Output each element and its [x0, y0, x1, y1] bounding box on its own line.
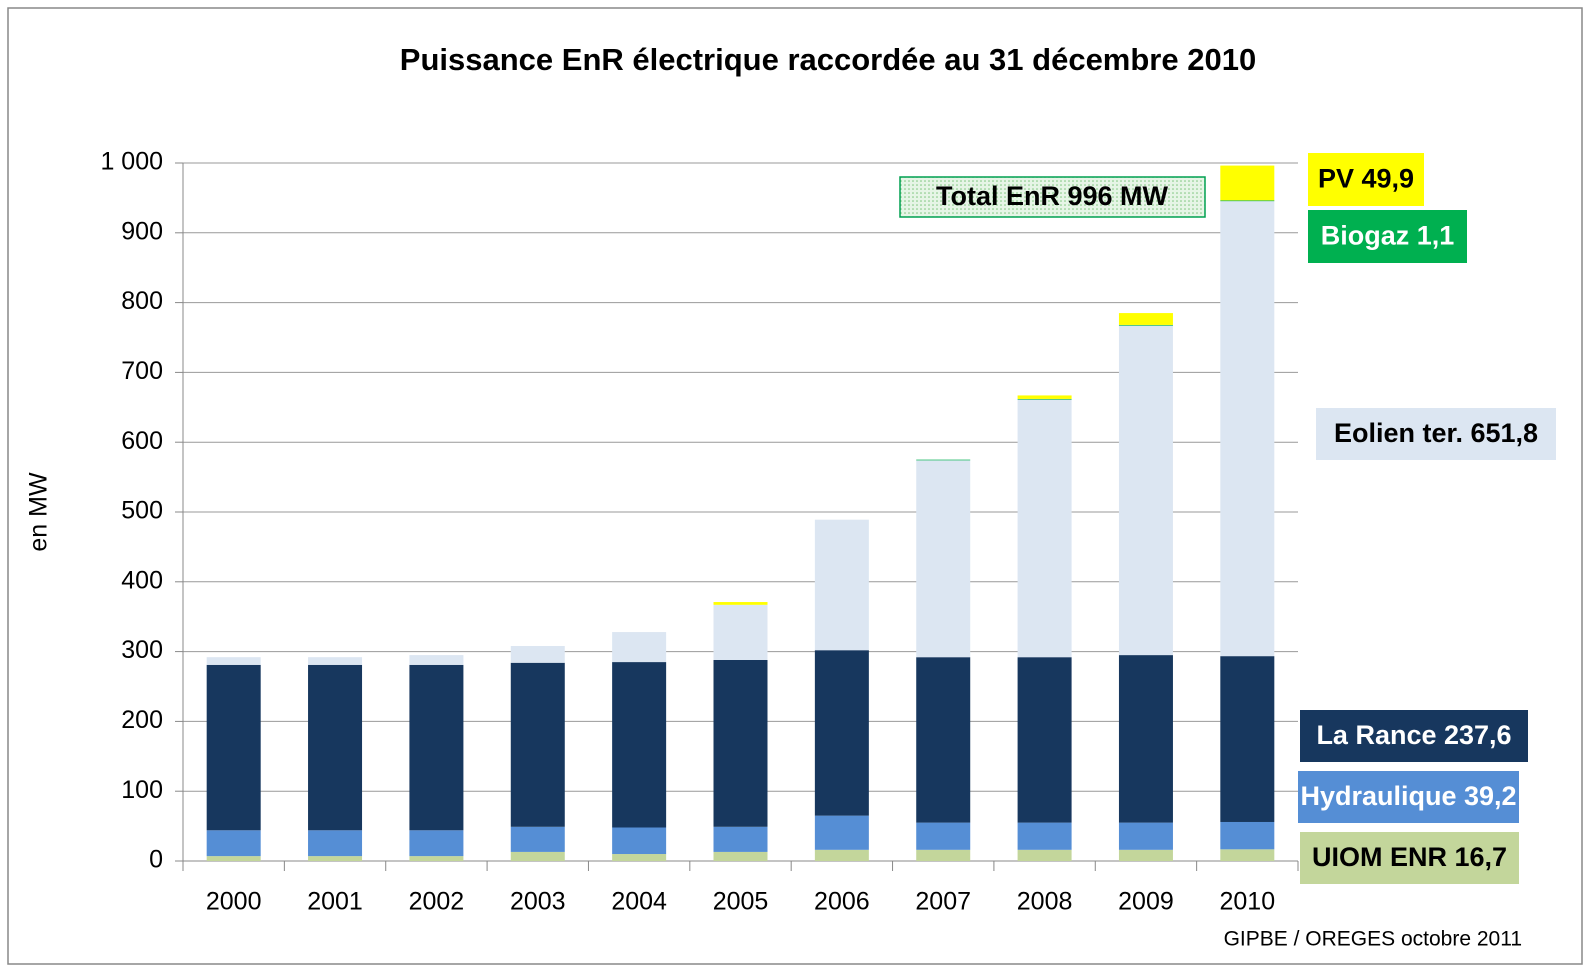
bar-segment	[814, 849, 869, 861]
x-tick-label: 2000	[206, 888, 262, 916]
y-tick-label: 900	[121, 217, 163, 245]
x-tick-label: 2003	[510, 888, 566, 916]
bar-segment	[713, 851, 768, 861]
y-tick-label: 500	[121, 497, 163, 525]
bar-segment	[1118, 655, 1173, 823]
bar-segment	[612, 827, 667, 855]
bar-segment	[1017, 657, 1072, 823]
bar-segment	[206, 830, 261, 857]
total-annotation: Total EnR 996 MW	[936, 181, 1169, 211]
bar-segment	[510, 851, 565, 861]
bar-segment	[916, 460, 971, 658]
series-label: Eolien ter. 651,8	[1334, 418, 1538, 448]
series-label: UIOM ENR 16,7	[1312, 842, 1507, 872]
source-note: GIPBE / OREGES octobre 2011	[1224, 928, 1522, 951]
bar-segment	[409, 830, 464, 857]
bar-segment	[916, 822, 971, 850]
y-tick-label: 200	[121, 706, 163, 734]
x-tick-label: 2007	[915, 888, 971, 916]
x-tick-label: 2004	[611, 888, 667, 916]
x-tick-label: 2009	[1118, 888, 1174, 916]
bar-segment	[814, 519, 869, 651]
bar-segment	[1220, 821, 1275, 850]
bar-segment	[916, 657, 971, 823]
bar-segment	[713, 826, 768, 852]
x-tick-label: 2006	[814, 888, 870, 916]
bar-segment	[916, 849, 971, 861]
x-tick-label: 2002	[409, 888, 465, 916]
bar-segment	[1118, 325, 1173, 656]
bar-segment	[1017, 849, 1072, 861]
series-label: La Rance 237,6	[1316, 720, 1511, 750]
bar-segment	[814, 815, 869, 850]
bar-segment	[1220, 849, 1275, 861]
series-label-box	[1300, 710, 1528, 762]
bar-segment	[612, 662, 667, 828]
bar-segment	[1017, 395, 1072, 399]
y-tick-label: 1 000	[100, 148, 163, 176]
x-tick-label: 2008	[1017, 888, 1073, 916]
bar-segment	[1220, 200, 1275, 202]
bar-segment	[916, 459, 971, 461]
bar-segment	[1118, 324, 1173, 326]
bar-segment	[409, 856, 464, 861]
bar-segment	[1017, 399, 1072, 658]
bar-segment	[1118, 849, 1173, 861]
bar-segment	[409, 664, 464, 831]
series-label-box	[1298, 771, 1519, 823]
y-tick-label: 100	[121, 776, 163, 804]
bar-segment	[510, 826, 565, 852]
y-tick-label: 400	[121, 566, 163, 594]
y-tick-label: 700	[121, 357, 163, 385]
x-tick-label: 2005	[713, 888, 769, 916]
bar-segment	[1118, 822, 1173, 850]
bar-segment	[409, 655, 464, 665]
series-label-box	[1300, 832, 1519, 884]
series-label: PV 49,9	[1318, 164, 1414, 194]
bar-segment	[308, 856, 363, 861]
y-tick-label: 800	[121, 287, 163, 315]
bar-segment	[612, 854, 667, 861]
bar-segment	[1118, 313, 1173, 325]
y-axis-label: en MW	[25, 472, 53, 552]
y-tick-label: 0	[149, 846, 163, 874]
x-tick-label: 2010	[1220, 888, 1276, 916]
bar-segment	[510, 646, 565, 663]
bar-segment	[713, 659, 768, 827]
bar-segment	[713, 602, 768, 605]
bar-segment	[1220, 656, 1275, 822]
chart-title: Puissance EnR électrique raccordée au 31…	[400, 42, 1256, 77]
y-tick-label: 600	[121, 427, 163, 455]
bar-segment	[308, 664, 363, 831]
bar-segment	[206, 664, 261, 831]
bar-segment	[612, 632, 667, 663]
y-tick-label: 300	[121, 636, 163, 664]
x-tick-label: 2001	[307, 888, 363, 916]
series-label: Hydraulique 39,2	[1300, 781, 1516, 811]
series-label-box	[1316, 408, 1556, 460]
bar-segment	[308, 657, 363, 665]
bar-segment	[206, 856, 261, 861]
bar-segment	[206, 657, 261, 665]
total-box	[899, 176, 1206, 218]
bar-segment	[1220, 165, 1275, 201]
series-label-box	[1308, 153, 1424, 206]
bar-segment	[713, 604, 768, 660]
bar-segment	[1017, 398, 1072, 400]
series-label: Biogaz 1,1	[1321, 221, 1455, 251]
bar-segment	[1220, 201, 1275, 657]
series-label-box	[1308, 210, 1467, 263]
bar-segment	[814, 650, 869, 816]
bar-segment	[308, 830, 363, 857]
bar-segment	[510, 662, 565, 827]
bar-segment	[1017, 822, 1072, 850]
